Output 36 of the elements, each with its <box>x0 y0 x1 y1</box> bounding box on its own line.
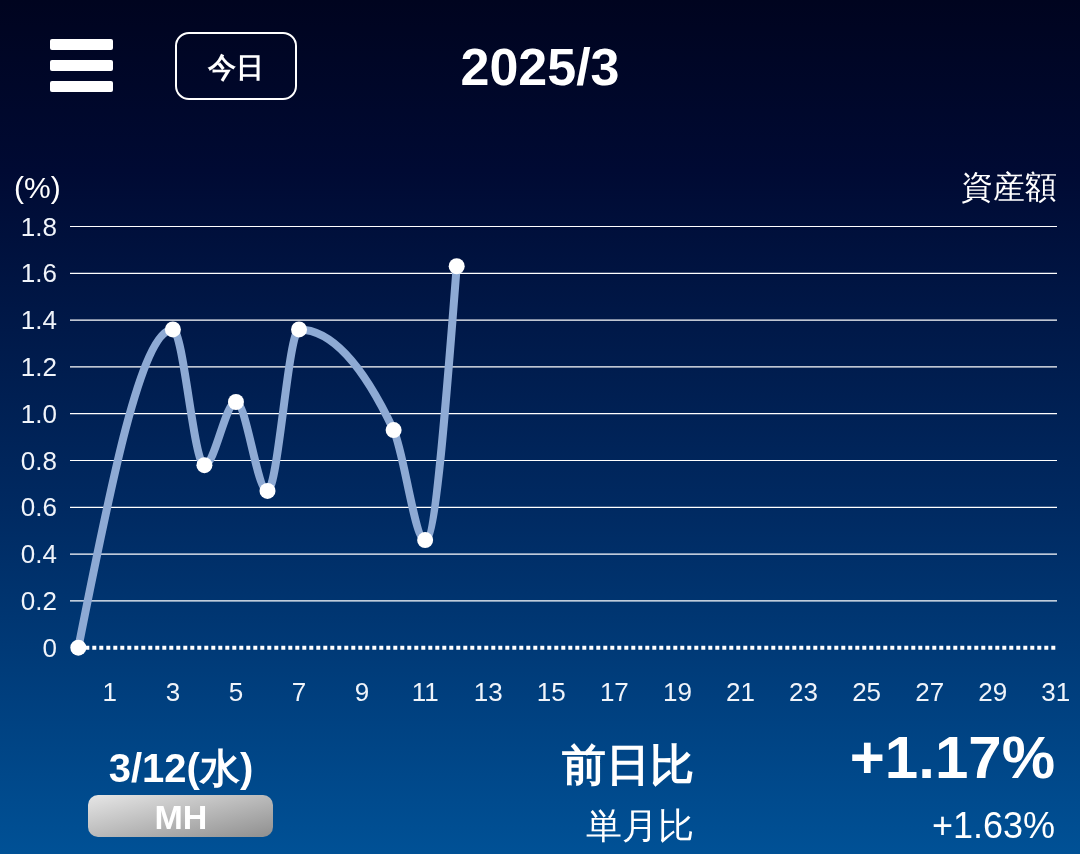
x-tick-label: 29 <box>978 677 1008 707</box>
y-tick-label: 1.0 <box>20 398 57 429</box>
text: +1.63% <box>931 805 1055 846</box>
text: 今日 <box>207 52 264 83</box>
x-tick-label: 5 <box>228 677 244 707</box>
x-tick-label: 1 <box>102 677 118 707</box>
y-axis-title: (%) <box>14 171 61 204</box>
y-tick-label: 1.4 <box>20 305 57 336</box>
text: +1.17% <box>849 724 1055 791</box>
x-tick-label: 9 <box>354 677 370 707</box>
y-tick-label: 0 <box>42 632 57 663</box>
x-tick-label: 23 <box>789 677 818 707</box>
text: 資産額 <box>961 169 1057 205</box>
y-tick-label: 1.6 <box>20 258 57 289</box>
x-tick-label: 19 <box>662 677 692 707</box>
x-tick-label: 3 <box>165 677 181 707</box>
x-tick-label: 25 <box>852 677 882 707</box>
y-tick-label: 0.2 <box>20 586 57 616</box>
x-tick-label: 7 <box>291 677 307 707</box>
chart-title: 2025/3 <box>460 38 620 96</box>
y-tick-label: 1.8 <box>20 211 57 242</box>
x-tick-label: 17 <box>599 677 629 707</box>
y-tick-label: 1.2 <box>20 352 57 382</box>
x-tick-label: 13 <box>473 677 503 707</box>
x-tick-label: 31 <box>1041 677 1071 707</box>
x-tick-label: 11 <box>411 677 439 707</box>
text: 前日比 <box>562 740 694 789</box>
x-tick-label: 21 <box>726 677 755 707</box>
y-tick-label: 0.6 <box>20 492 57 523</box>
y-tick-label: 0.4 <box>20 539 57 570</box>
y-tick-label: 0.8 <box>20 445 57 476</box>
text: MH <box>154 798 208 836</box>
x-tick-label: 27 <box>915 677 945 707</box>
text: 単月比 <box>586 805 694 846</box>
x-tick-label: 15 <box>536 677 566 707</box>
text: 3/12(水) <box>108 746 254 790</box>
